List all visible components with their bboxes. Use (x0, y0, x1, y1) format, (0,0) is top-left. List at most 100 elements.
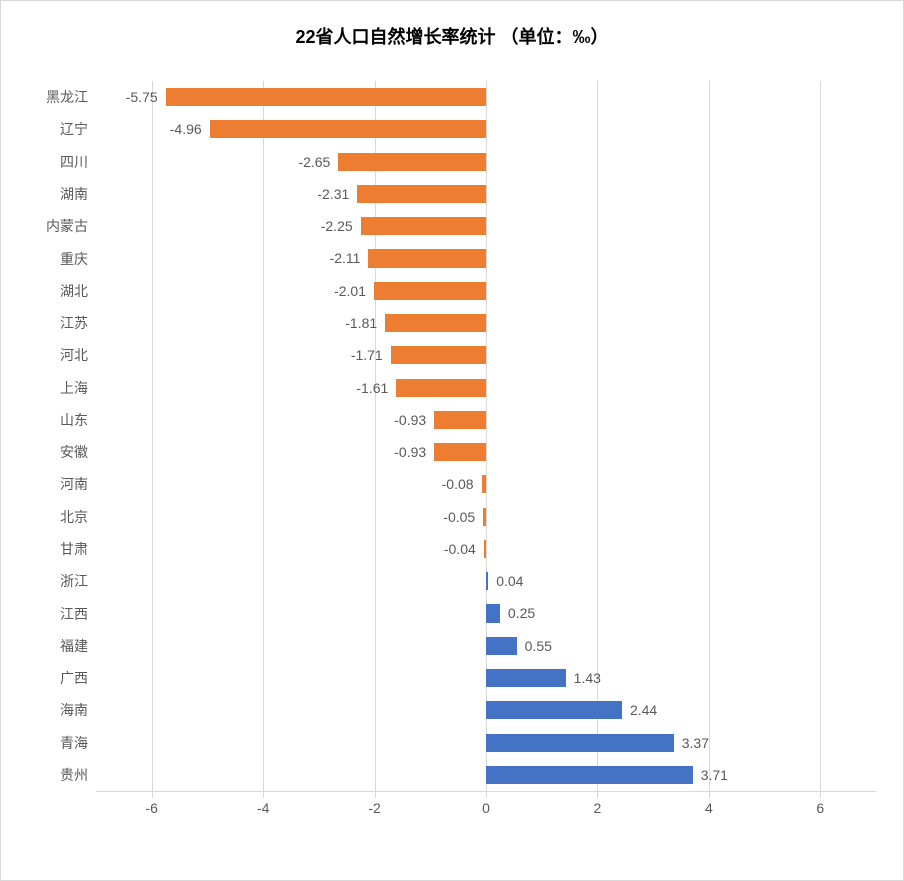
bar-row: -2.65 (96, 153, 876, 171)
bar-value-label: -2.25 (321, 218, 353, 234)
bar-row: -2.31 (96, 185, 876, 203)
bar-row: -0.04 (96, 540, 876, 558)
bar-row: -2.11 (96, 249, 876, 267)
bar-row: -1.81 (96, 314, 876, 332)
bar-value-label: 1.43 (574, 670, 601, 686)
chart-container: 22省人口自然增长率统计 （单位：‰） -5.75 -4.96 -2.65 -2.31… (0, 0, 904, 881)
y-axis-label: 四川 (8, 152, 88, 172)
x-tick-label: -2 (368, 800, 380, 816)
y-axis-label: 海南 (8, 700, 88, 720)
bar (368, 249, 486, 267)
y-axis-label: 贵州 (8, 765, 88, 785)
bar-row: 1.43 (96, 669, 876, 687)
x-tick-mark (486, 792, 487, 798)
x-axis: -6-4-20246 (96, 791, 876, 792)
bar-row: 2.44 (96, 701, 876, 719)
y-axis-label: 甘肃 (8, 539, 88, 559)
bar-value-label: -2.01 (334, 283, 366, 299)
y-axis-label: 河南 (8, 474, 88, 494)
bar-row: -4.96 (96, 120, 876, 138)
bar-value-label: -2.65 (298, 154, 330, 170)
y-axis-label: 辽宁 (8, 119, 88, 139)
bar-value-label: -4.96 (170, 121, 202, 137)
y-axis-label: 山东 (8, 410, 88, 430)
bar (357, 185, 486, 203)
bar (486, 637, 517, 655)
bar (374, 282, 486, 300)
bar-value-label: -2.31 (317, 186, 349, 202)
x-tick-label: 2 (594, 800, 602, 816)
y-axis-label: 河北 (8, 345, 88, 365)
plot-area: -5.75 -4.96 -2.65 -2.31 -2.25 -2.11 -2.01 -1.81… (96, 81, 876, 791)
bar-value-label: -0.08 (442, 476, 474, 492)
x-tick-mark (820, 792, 821, 798)
bar-row: 3.37 (96, 734, 876, 752)
x-tick-mark (709, 792, 710, 798)
y-axis-label: 重庆 (8, 249, 88, 269)
bar-value-label: -0.93 (394, 412, 426, 428)
x-tick-label: 4 (705, 800, 713, 816)
y-axis-label: 北京 (8, 507, 88, 527)
bar-value-label: 2.44 (630, 702, 657, 718)
bar-row: -0.93 (96, 411, 876, 429)
bar (486, 734, 674, 752)
bar (396, 379, 486, 397)
bar (361, 217, 486, 235)
bar-value-label: 0.25 (508, 605, 535, 621)
bar-value-label: -1.71 (351, 347, 383, 363)
bar (486, 669, 566, 687)
bar (486, 701, 622, 719)
bar (385, 314, 486, 332)
bar (391, 346, 486, 364)
y-axis-label: 安徽 (8, 442, 88, 462)
chart-title: 22省人口自然增长率统计 （单位：‰） (1, 1, 903, 59)
x-tick-mark (152, 792, 153, 798)
bar-value-label: 3.37 (682, 735, 709, 751)
bar-row: -1.61 (96, 379, 876, 397)
x-tick-label: 6 (816, 800, 824, 816)
bar (210, 120, 486, 138)
x-tick-mark (597, 792, 598, 798)
x-tick-label: -6 (145, 800, 157, 816)
y-axis-label: 黑龙江 (8, 87, 88, 107)
bar-row: -0.93 (96, 443, 876, 461)
bar-row: 0.55 (96, 637, 876, 655)
y-axis-label: 江苏 (8, 313, 88, 333)
x-tick-mark (263, 792, 264, 798)
bar (338, 153, 486, 171)
bar-row: -2.01 (96, 282, 876, 300)
bar-value-label: -1.81 (345, 315, 377, 331)
bar-row: 0.25 (96, 604, 876, 622)
bar-row: -5.75 (96, 88, 876, 106)
y-axis-label: 江西 (8, 604, 88, 624)
bar (434, 411, 486, 429)
y-axis-label: 福建 (8, 636, 88, 656)
bar (486, 604, 500, 622)
bar-row: -0.08 (96, 475, 876, 493)
bar (166, 88, 486, 106)
bar-value-label: 0.04 (496, 573, 523, 589)
y-axis-label: 浙江 (8, 571, 88, 591)
bar-value-label: 0.55 (525, 638, 552, 654)
bar-value-label: 3.71 (701, 767, 728, 783)
bar (486, 766, 693, 784)
bar-value-label: -0.04 (444, 541, 476, 557)
y-axis-label: 上海 (8, 378, 88, 398)
bar-value-label: -0.93 (394, 444, 426, 460)
bar (484, 540, 486, 558)
bar-row: -2.25 (96, 217, 876, 235)
y-axis-label: 湖北 (8, 281, 88, 301)
x-tick-label: -4 (257, 800, 269, 816)
bar (482, 475, 486, 493)
y-axis-label: 湖南 (8, 184, 88, 204)
bar-row: -0.05 (96, 508, 876, 526)
bar (434, 443, 486, 461)
bar-value-label: -5.75 (126, 89, 158, 105)
y-axis-label: 内蒙古 (8, 216, 88, 236)
bar-row: -1.71 (96, 346, 876, 364)
y-axis-label: 青海 (8, 733, 88, 753)
x-tick-mark (375, 792, 376, 798)
y-axis-label: 广西 (8, 668, 88, 688)
bar-value-label: -1.61 (356, 380, 388, 396)
bar (483, 508, 486, 526)
